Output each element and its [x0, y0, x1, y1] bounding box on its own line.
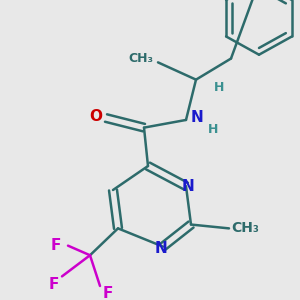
Text: N: N [154, 241, 167, 256]
Text: F: F [49, 277, 59, 292]
Text: F: F [103, 286, 113, 300]
Text: CH₃: CH₃ [128, 52, 153, 65]
Text: H: H [214, 81, 224, 94]
Text: H: H [208, 123, 218, 136]
Text: F: F [51, 238, 61, 253]
Text: N: N [191, 110, 204, 124]
Text: CH₃: CH₃ [231, 221, 259, 236]
Text: N: N [182, 179, 194, 194]
Text: O: O [89, 109, 103, 124]
